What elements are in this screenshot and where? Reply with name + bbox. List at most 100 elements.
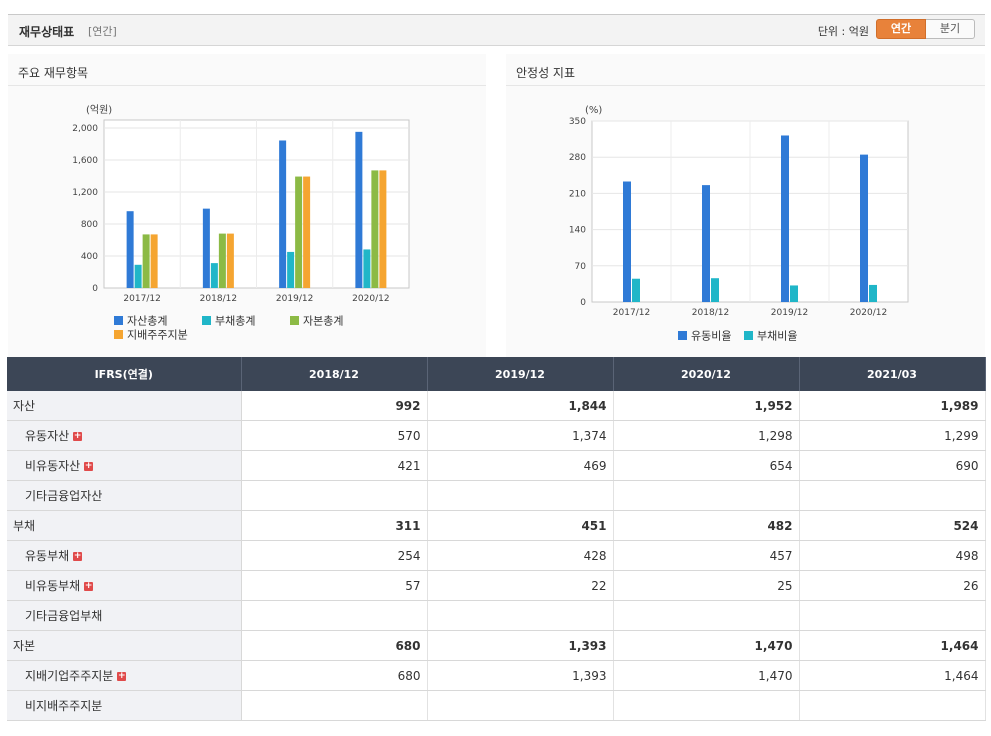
table-cell: 22	[427, 570, 614, 601]
table-cell: 482	[613, 510, 800, 541]
panel-stability: 안정성 지표 0 70 140 210 280 350 (%) 2017/12 2018/12 2…	[506, 54, 985, 358]
annual-button[interactable]: 연간	[876, 19, 926, 39]
bar	[781, 135, 789, 302]
table-cell: 1,393	[427, 630, 614, 661]
x-tick-label: 2017/12	[613, 308, 650, 318]
row-label: 지배기업주주지분 +	[7, 660, 242, 691]
y-tick-label: 70	[575, 262, 587, 272]
legend-swatch	[290, 316, 299, 325]
table-cell: 428	[427, 540, 614, 571]
legend-label: 지배주주지분	[127, 329, 188, 342]
table-corner-header: IFRS(연결)	[7, 357, 242, 391]
table-cell	[427, 690, 614, 721]
legend-label: 유동비율	[691, 330, 731, 343]
table-cell	[427, 480, 614, 511]
section-header: 재무상태표 [연간] 단위 : 억원 연간 분기	[8, 14, 985, 46]
table-cell: 654	[613, 450, 800, 481]
table-cell: 1,299	[799, 420, 986, 451]
row-label-text: 비유동부채	[25, 579, 81, 593]
bar	[226, 233, 234, 288]
bar	[287, 251, 295, 288]
panel-title-major: 주요 재무항목	[18, 66, 89, 80]
panel-divider	[506, 85, 985, 86]
x-tick-label: 2017/12	[123, 294, 160, 304]
table-cell: 524	[799, 510, 986, 541]
y-axis-unit-label: (억원)	[86, 104, 112, 116]
expand-plus-icon[interactable]: +	[73, 431, 83, 441]
y-tick-label: 400	[81, 252, 98, 262]
table-cell	[241, 690, 428, 721]
column-header: 2021/03	[799, 357, 986, 391]
bar	[210, 263, 218, 288]
period-toggle: 연간 분기	[876, 19, 975, 39]
table-row: 자산 992 1,844 1,952 1,989	[7, 391, 986, 421]
table-cell: 25	[613, 570, 800, 601]
table-row: 비지배주주지분	[7, 690, 986, 721]
unit-label: 단위 : 억원	[817, 25, 869, 38]
y-tick-label: 210	[569, 189, 586, 199]
table-cell: 1,374	[427, 420, 614, 451]
bar	[218, 233, 226, 288]
quarter-button[interactable]: 분기	[926, 19, 975, 39]
row-label: 유동부채 +	[7, 540, 242, 571]
row-label: 유동자산 +	[7, 420, 242, 451]
row-label: 부채	[7, 510, 242, 541]
table-cell: 457	[613, 540, 800, 571]
table-cell: 1,470	[613, 630, 800, 661]
expand-plus-icon[interactable]: +	[73, 551, 83, 561]
table-cell	[241, 600, 428, 631]
table-cell: 421	[241, 450, 428, 481]
table-cell: 469	[427, 450, 614, 481]
table-row: 유동자산 +570 1,374 1,298 1,299	[7, 420, 986, 451]
bar	[632, 278, 640, 302]
table-cell: 254	[241, 540, 428, 571]
legend-swatch	[678, 331, 687, 340]
row-label: 기타금융업부채	[7, 600, 242, 631]
legend-label: 자산총계	[127, 315, 167, 328]
bar	[126, 211, 134, 288]
column-header: 2019/12	[427, 357, 614, 391]
table-cell	[799, 690, 986, 721]
bar	[379, 170, 387, 288]
table-row: 지배기업주주지분 +680 1,393 1,470 1,464	[7, 660, 986, 691]
legend-label: 자본총계	[303, 315, 343, 328]
bar	[869, 284, 877, 302]
bar	[711, 278, 719, 302]
table-row: 자본 680 1,393 1,470 1,464	[7, 630, 986, 661]
table-cell: 570	[241, 420, 428, 451]
expand-plus-icon[interactable]: +	[117, 671, 127, 681]
legend-swatch	[744, 331, 753, 340]
bar	[623, 181, 631, 302]
bar	[363, 249, 371, 288]
row-label: 비유동자산 +	[7, 450, 242, 481]
row-label-text: 유동부채	[25, 549, 70, 563]
x-tick-label: 2019/12	[276, 294, 313, 304]
table-cell	[427, 600, 614, 631]
row-label-text: 부채	[13, 519, 36, 533]
y-tick-label: 0	[92, 284, 98, 294]
panel-title-stability: 안정성 지표	[516, 66, 576, 80]
table-cell: 1,470	[613, 660, 800, 691]
x-tick-label: 2020/12	[352, 294, 389, 304]
expand-plus-icon[interactable]: +	[84, 461, 94, 471]
y-tick-label: 0	[580, 298, 586, 308]
table-cell	[799, 480, 986, 511]
balance-sheet-table: IFRS(연결) 2018/12 2019/12 2020/12 2021/03…	[7, 357, 986, 721]
table-cell	[241, 480, 428, 511]
table-cell: 1,464	[799, 660, 986, 691]
bar	[702, 185, 710, 302]
y-tick-label: 2,000	[72, 124, 98, 134]
expand-plus-icon[interactable]: +	[84, 581, 94, 591]
row-label: 기타금융업자산	[7, 480, 242, 511]
table-cell	[613, 480, 800, 511]
legend-label: 부채비율	[757, 330, 797, 343]
row-label-text: 기타금융업자산	[25, 489, 103, 503]
table-cell: 1,844	[427, 391, 614, 421]
y-tick-label: 280	[569, 153, 586, 163]
table-cell: 680	[241, 660, 428, 691]
table-cell: 57	[241, 570, 428, 601]
chart-stability: 0 70 140 210 280 350(%) 2017/12 2018/12 2019/12 2…	[569, 105, 909, 343]
bar	[142, 234, 150, 288]
row-label-text: 자본	[13, 639, 36, 653]
table-cell: 451	[427, 510, 614, 541]
